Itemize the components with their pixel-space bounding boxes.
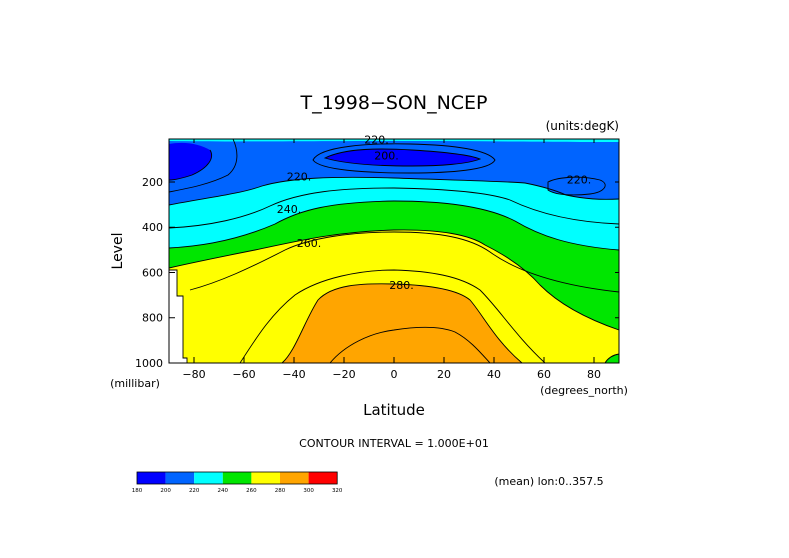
colorbar-label: 260 [246, 488, 257, 494]
x-tick-label: 20 [437, 368, 451, 381]
colorbar-swatch [165, 472, 195, 484]
x-tick-label: −40 [282, 368, 305, 381]
y-tick-label: 800 [142, 312, 163, 325]
cold-patch-east [548, 177, 606, 195]
colorbar-swatch [308, 472, 338, 484]
colorbar-label: 280 [275, 488, 286, 494]
colorbar-label: 300 [303, 488, 314, 494]
y-unit-label: (millibar) [110, 377, 160, 390]
x-tick-label: −60 [232, 368, 255, 381]
contour-label: 280. [389, 279, 414, 292]
contour-label: 260. [297, 237, 322, 250]
y-axis-label: Level [110, 233, 126, 270]
y-axis: 200 400 600 800 1000 [135, 176, 619, 370]
contour-label: 220. [364, 133, 389, 146]
contour-interval-text: CONTOUR INTERVAL = 1.000E+01 [299, 437, 489, 450]
x-tick-label: 60 [537, 368, 551, 381]
mean-text: (mean) lon:0..357.5 [494, 475, 603, 488]
contour-labels: 220. 200. 220. 220. 240. 260. 280. [277, 133, 592, 291]
x-axis: −80 −60 −40 −20 0 20 40 60 80 [182, 139, 601, 381]
colorbar-label: 200 [160, 488, 171, 494]
contour-label: 220. [287, 170, 312, 183]
band-280-290 [282, 283, 522, 363]
y-tick-label: 400 [142, 221, 163, 234]
y-tick-label: 600 [142, 266, 163, 279]
colorbar-swatch [194, 472, 223, 484]
units-label: (units:degK) [546, 119, 619, 133]
colorbar: 180 200 220 240 260 280 300 320 [132, 471, 343, 494]
green-patch-east [605, 354, 619, 363]
colorbar-label: 180 [132, 488, 143, 494]
colorbar-swatch [251, 472, 280, 484]
contour-label: 220. [567, 174, 592, 187]
y-tick-label: 1000 [135, 357, 163, 370]
colorbar-swatch [222, 472, 252, 484]
y-tick-label: 200 [142, 176, 163, 189]
x-tick-label: 0 [391, 368, 398, 381]
colorbar-label: 320 [332, 488, 343, 494]
x-axis-label: Latitude [363, 401, 425, 419]
x-tick-label: −20 [332, 368, 355, 381]
contour-label: 200. [374, 149, 399, 162]
missing-below-ground [169, 270, 187, 363]
colorbar-swatch [137, 472, 166, 484]
colorbar-swatch [280, 472, 309, 484]
colorbar-label: 220 [189, 488, 200, 494]
colorbar-label: 240 [218, 488, 229, 494]
x-tick-label: −80 [182, 368, 205, 381]
contour-lines [169, 139, 619, 363]
x-unit-label: (degrees_north) [540, 384, 628, 397]
chart-title: T_1998−SON_NCEP [299, 92, 487, 114]
band-lt-200-south [169, 142, 212, 180]
x-tick-label: 80 [587, 368, 601, 381]
contour-label: 240. [277, 203, 302, 216]
colorbar-frame [136, 471, 338, 485]
x-tick-label: 40 [487, 368, 501, 381]
band-lt-200-center [325, 148, 480, 166]
